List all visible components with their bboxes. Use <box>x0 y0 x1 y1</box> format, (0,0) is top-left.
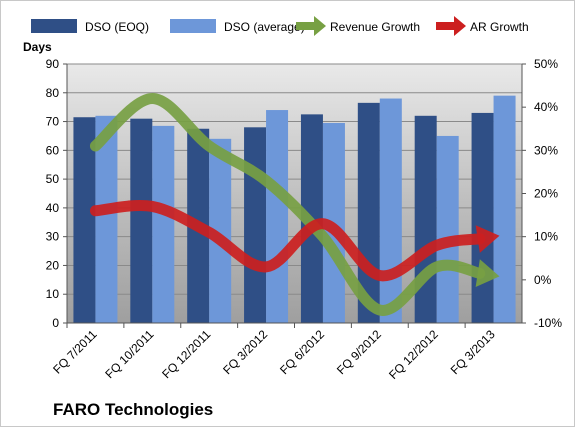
legend-label-revenue-growth: Revenue Growth <box>330 20 420 34</box>
y-tick-label-right: 0% <box>534 273 552 287</box>
x-tick-label: FQ 12/2011 <box>159 327 213 381</box>
y-tick-label-left: 70 <box>46 115 60 129</box>
y-axis-label-left: Days <box>23 40 52 54</box>
y-tick-label-right: 40% <box>534 100 558 114</box>
legend: DSO (EOQ) DSO (average) Revenue Growth AR G… <box>31 16 529 36</box>
x-tick-label: FQ 3/2013 <box>448 327 498 377</box>
ar-growth-line <box>89 200 486 282</box>
y-tick-label-right: -10% <box>534 316 562 330</box>
x-tick-label: FQ 7/2011 <box>50 327 100 377</box>
y-tick-label-left: 0 <box>52 316 59 330</box>
legend-label-dso-eoq-: DSO (EOQ) <box>85 20 149 34</box>
bar-dso-eoq <box>244 127 267 323</box>
x-tick-label: FQ 10/2011 <box>102 327 156 381</box>
legend-arrow-revenue-growth <box>314 16 326 36</box>
ar-growth-arrowhead <box>475 225 500 253</box>
legend-label-ar-growth: AR Growth <box>470 20 529 34</box>
y-tick-label-left: 60 <box>46 143 60 157</box>
company-caption: FARO Technologies <box>53 400 213 419</box>
bar-dso-average <box>209 138 232 323</box>
y-tick-label-right: 30% <box>534 143 558 157</box>
y-tick-label-right: 50% <box>534 57 558 71</box>
bar-dso-average <box>152 125 175 323</box>
revenue-growth-arrowhead <box>475 259 500 287</box>
legend-arrow-ar-growth <box>454 16 466 36</box>
x-tick-label: FQ 6/2012 <box>277 327 327 377</box>
bar-dso-average <box>379 98 402 324</box>
y-tick-label-left: 80 <box>46 86 60 100</box>
x-tick-label: FQ 3/2012 <box>220 327 270 377</box>
y-tick-label-left: 10 <box>46 287 60 301</box>
x-tick-label: FQ 9/2012 <box>334 327 384 377</box>
bar-dso-eoq <box>414 115 437 323</box>
y-tick-label-right: 10% <box>534 230 558 244</box>
bar-dso-eoq <box>130 118 153 323</box>
x-tick-label: FQ 12/2012 <box>386 327 441 382</box>
y-tick-label-left: 30 <box>46 230 60 244</box>
y-tick-label-left: 90 <box>46 57 60 71</box>
bar-dso-average <box>95 115 118 323</box>
bar-dso-average <box>493 95 516 324</box>
y-tick-label-left: 40 <box>46 201 60 215</box>
legend-label-dso-average-: DSO (average) <box>224 20 305 34</box>
revenue-growth-line <box>89 93 486 316</box>
y-tick-label-right: 20% <box>534 187 558 201</box>
bar-dso-average <box>266 110 289 324</box>
bar-dso-eoq <box>471 112 494 323</box>
y-tick-label-left: 20 <box>46 258 60 272</box>
line-series <box>89 93 500 316</box>
y-tick-label-left: 50 <box>46 172 60 186</box>
legend-swatch-dso-average- <box>170 19 216 33</box>
bar-dso-eoq <box>73 117 96 323</box>
legend-swatch-dso-eoq- <box>31 19 77 33</box>
bar-dso-average <box>436 135 459 323</box>
